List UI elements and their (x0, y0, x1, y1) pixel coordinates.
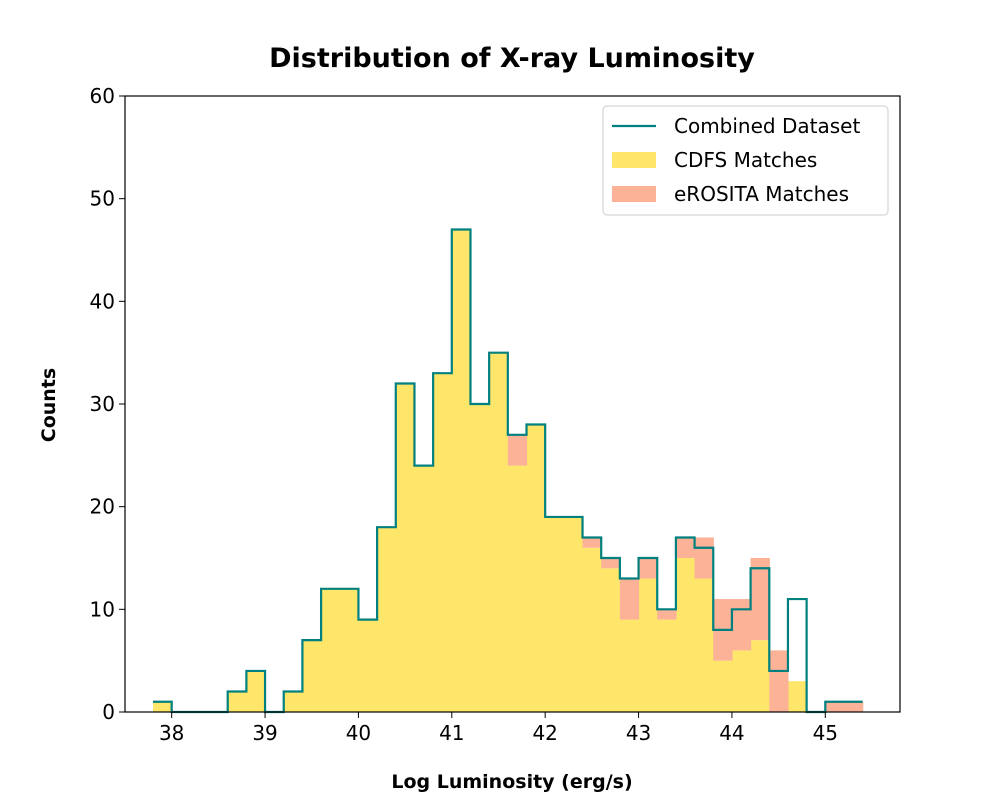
bar-cdfs-4 (227, 691, 247, 712)
bar-erosita-24 (601, 558, 621, 569)
bar-erosita-33 (769, 650, 789, 712)
bar-cdfs-19 (507, 465, 528, 712)
bar-cdfs-23 (582, 547, 602, 712)
bar-erosita-32 (750, 558, 770, 641)
legend-label-erosita-matches: eROSITA Matches (674, 182, 849, 206)
bar-erosita-28 (675, 537, 696, 558)
x-axis: 38 39 40 41 42 43 44 45 (159, 712, 838, 745)
bar-cdfs-8 (302, 640, 322, 712)
legend-label-combined-dataset: Combined Dataset (674, 114, 860, 138)
bar-cdfs-18 (489, 352, 509, 712)
bar-cdfs-16 (451, 229, 472, 712)
bar-cdfs-27 (657, 619, 677, 712)
y-axis: 0 10 20 30 40 50 60 (90, 84, 125, 724)
bar-cdfs-29 (694, 578, 714, 712)
y-tick-label-60: 60 (90, 84, 115, 108)
bar-cdfs-11 (358, 619, 378, 712)
bar-cdfs-9 (321, 588, 341, 712)
x-tick-label-42: 42 (532, 721, 557, 745)
bar-cdfs-20 (526, 424, 546, 712)
y-axis-label: Counts (38, 368, 60, 442)
step-layer (153, 228, 863, 714)
bar-erosita-31 (731, 599, 752, 651)
x-tick-label-43: 43 (626, 721, 651, 745)
x-tick-label-44: 44 (719, 721, 744, 745)
bar-erosita-25 (619, 578, 640, 620)
bar-erosita-37 (843, 701, 864, 712)
x-tick-label-41: 41 (439, 721, 464, 745)
y-tick-label-50: 50 (90, 187, 115, 211)
bar-erosita-26 (638, 558, 658, 579)
x-tick-label-38: 38 (159, 721, 184, 745)
bar-cdfs-10 (339, 588, 360, 712)
bar-cdfs-31 (731, 650, 752, 712)
bars-layer (153, 229, 864, 712)
bar-cdfs-13 (395, 383, 416, 712)
x-tick-label-40: 40 (346, 721, 371, 745)
bar-cdfs-12 (377, 527, 397, 712)
combined-step-line (153, 228, 863, 714)
y-tick-label-30: 30 (90, 392, 115, 416)
bar-cdfs-30 (713, 660, 733, 712)
bar-erosita-29 (694, 537, 714, 579)
bar-cdfs-34 (787, 681, 808, 712)
bar-cdfs-32 (750, 640, 770, 712)
legend-label-cdfs-matches: CDFS Matches (674, 148, 817, 172)
x-tick-label-45: 45 (813, 721, 838, 745)
chart-title: Distribution of X-ray Luminosity (269, 43, 755, 74)
bar-erosita-19 (507, 434, 528, 466)
legend-box (602, 105, 889, 216)
legend-swatch-cdfs-matches (612, 152, 656, 168)
legend: Combined Dataset CDFS Matches eROSITA Matc… (602, 105, 889, 216)
bar-cdfs-14 (414, 465, 434, 712)
bar-cdfs-28 (675, 558, 696, 712)
bar-cdfs-25 (619, 619, 640, 712)
bar-cdfs-22 (563, 516, 584, 712)
bar-erosita-23 (582, 537, 602, 548)
y-tick-label-0: 0 (102, 700, 115, 724)
x-tick-label-39: 39 (252, 721, 277, 745)
bar-cdfs-0 (153, 701, 173, 712)
bar-cdfs-5 (246, 670, 266, 712)
y-tick-label-10: 10 (90, 597, 115, 621)
bar-cdfs-7 (283, 691, 304, 712)
bar-cdfs-15 (433, 373, 453, 712)
bar-cdfs-21 (545, 516, 565, 712)
y-tick-label-40: 40 (90, 289, 115, 313)
bar-cdfs-24 (601, 568, 621, 712)
bar-cdfs-17 (470, 404, 490, 712)
legend-swatch-erosita-matches (612, 186, 656, 202)
x-axis-label: Log Luminosity (erg/s) (391, 771, 632, 793)
bar-erosita-27 (657, 609, 677, 620)
bar-cdfs-26 (638, 578, 658, 712)
y-tick-label-20: 20 (90, 495, 115, 519)
bar-erosita-36 (825, 701, 845, 712)
